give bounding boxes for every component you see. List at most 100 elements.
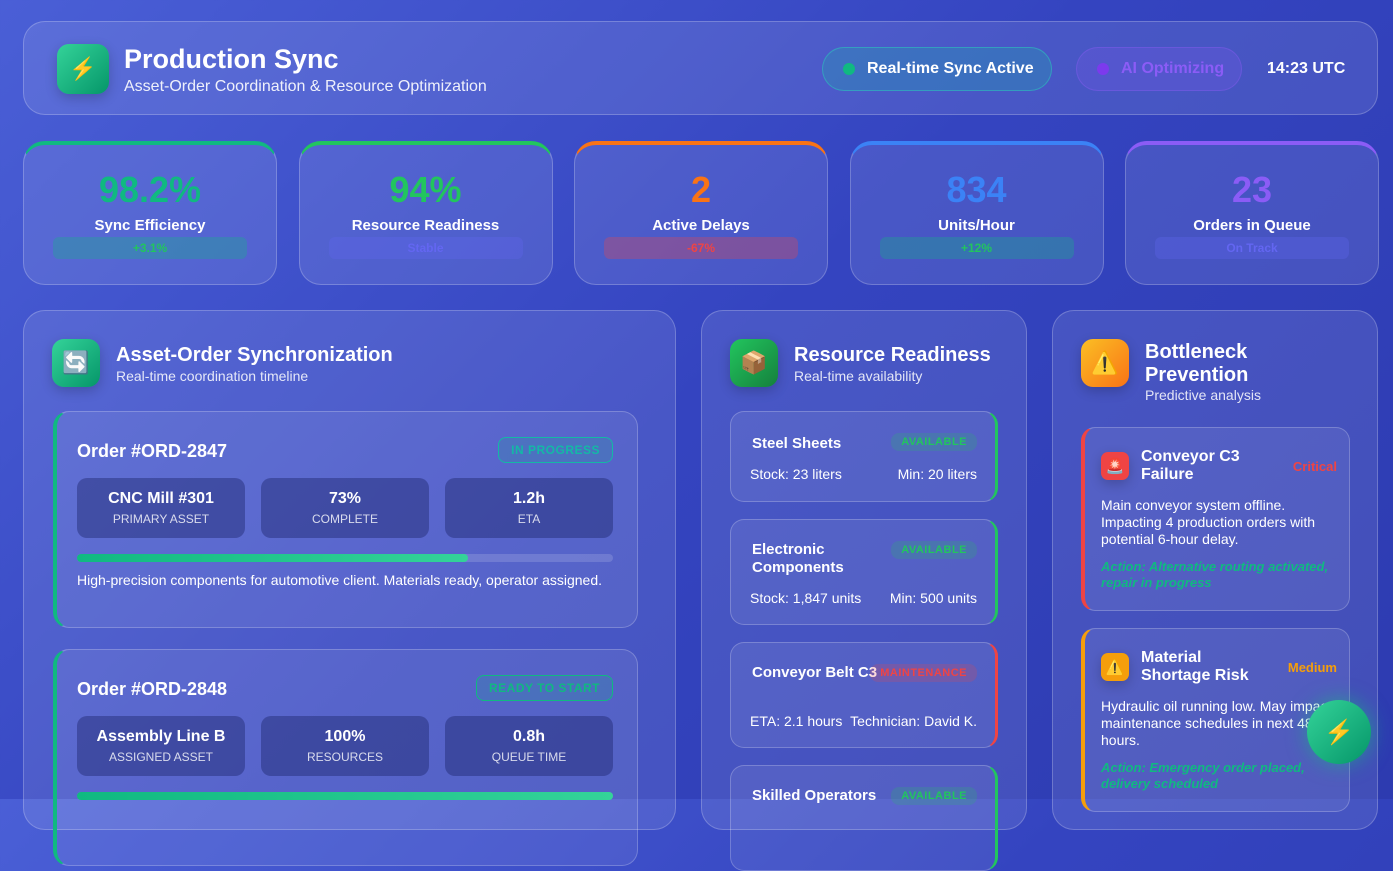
panel-title: Resource Readiness <box>794 344 991 366</box>
ai-status: AI Optimizing <box>1076 47 1242 91</box>
panel-subtitle: Real-time coordination timeline <box>116 368 309 384</box>
app-subtitle: Asset-Order Coordination & Resource Opti… <box>124 78 487 95</box>
stat-value: Assembly Line B <box>96 728 226 745</box>
bottleneck-panel: ⚠️ Bottleneck Prevention Predictive analys… <box>1052 310 1378 830</box>
panel-title: Bottleneck Prevention <box>1145 341 1249 386</box>
kpi-label: Active Delays <box>652 217 750 234</box>
status-dot <box>843 63 855 75</box>
status-text: Real-time Sync Active <box>867 60 1034 77</box>
kpi-trend: Stable <box>328 237 523 259</box>
alert-icon: 🚨 <box>1101 452 1129 480</box>
resource-status: MAINTENANCE <box>870 664 977 682</box>
alert-text: Hydraulic oil running low. May impact ma… <box>1101 698 1332 748</box>
resource-item: Electronic Components AVAILABLE Stock: 1,8… <box>730 519 998 625</box>
order-status: IN PROGRESS <box>498 437 613 463</box>
stat-value: CNC Mill #301 <box>108 490 214 507</box>
stat-label: ETA <box>517 512 541 526</box>
stat-label: COMPLETE <box>311 512 378 526</box>
resource-panel: 📦 Resource Readiness Real-time availabilit… <box>701 310 1027 871</box>
stat-label: PRIMARY ASSET <box>112 512 210 526</box>
alert-text: Main conveyor system offline. Impacting … <box>1101 497 1315 547</box>
resource-status: AVAILABLE <box>891 541 977 559</box>
kpi-trend: +12% <box>879 237 1074 259</box>
kpi-trend: -67% <box>604 237 798 259</box>
kpi-label: Units/Hour <box>938 217 1015 234</box>
order-stat: 73% COMPLETE <box>261 478 429 538</box>
alert-severity: Critical <box>1292 459 1337 474</box>
progress-track <box>77 792 613 800</box>
panel-icon: 📦 <box>730 339 778 387</box>
progress-track <box>77 554 613 562</box>
resource-detail: ETA: 2.1 hours <box>750 713 843 729</box>
clock: 14:23 UTC <box>1267 60 1346 77</box>
alert-card: 🚨 Conveyor C3 Failure Critical Main conveyo… <box>1081 427 1350 611</box>
panel-subtitle: Predictive analysis <box>1145 387 1261 403</box>
resource-item: Skilled Operators AVAILABLE <box>730 765 998 871</box>
alert-action: Action: Emergency order placed, delivery… <box>1101 760 1305 791</box>
alert-card: ⚠️ Material Shortage Risk Medium Hydraulic … <box>1081 628 1350 812</box>
sync-panel: 🔄 Asset-Order Synchronization Real-time co… <box>23 310 676 866</box>
alert-action: Action: Alternative routing activated, r… <box>1101 559 1329 590</box>
kpi-card: 23 Orders in Queue On Track <box>1125 141 1379 285</box>
kpi-value: 23 <box>1231 169 1273 210</box>
resource-detail: Technician: David K. <box>850 713 977 729</box>
kpi-label: Orders in Queue <box>1193 217 1311 234</box>
stat-value: 73% <box>328 490 362 507</box>
panel-title: Asset-Order Synchronization <box>116 344 393 366</box>
resource-name: Conveyor Belt C3 <box>752 664 878 681</box>
panel-icon: ⚠️ <box>1081 339 1129 387</box>
status-dot <box>1097 63 1109 75</box>
resource-detail: Stock: 23 liters <box>750 466 842 482</box>
kpi-value: 94% <box>389 169 462 210</box>
order-id: Order #ORD-2847 <box>77 441 228 461</box>
resource-item: Conveyor Belt C3 MAINTENANCE ETA: 2.1 hour… <box>730 642 998 748</box>
alert-severity: Medium <box>1287 660 1337 675</box>
stat-label: RESOURCES <box>306 750 383 764</box>
alert-icon: ⚠️ <box>1101 653 1129 681</box>
kpi-card: 98.2% Sync Efficiency +3.1% <box>23 141 277 285</box>
order-description: High-precision components for automotive… <box>77 572 602 588</box>
alert-title: Conveyor C3 Failure <box>1141 448 1240 483</box>
stat-label: ASSIGNED ASSET <box>108 750 214 764</box>
panel-subtitle: Real-time availability <box>794 368 923 384</box>
kpi-label: Sync Efficiency <box>94 217 206 234</box>
order-stat: Assembly Line B ASSIGNED ASSET <box>77 716 245 776</box>
stat-value: 1.2h <box>512 490 545 507</box>
fab[interactable]: ⚡ <box>1307 700 1371 764</box>
order-stat: 100% RESOURCES <box>261 716 429 776</box>
order-status: READY TO START <box>475 675 613 701</box>
resource-name: Skilled Operators <box>752 787 877 804</box>
sync-status: Real-time Sync Active <box>822 47 1052 91</box>
kpi-trend: +3.1% <box>53 237 247 259</box>
kpi-value: 2 <box>690 169 712 210</box>
order-card: Order #ORD-2848 READY TO START Assembly Li… <box>53 649 638 866</box>
status-text: AI Optimizing <box>1121 60 1225 77</box>
resource-status: AVAILABLE <box>891 787 977 805</box>
order-id: Order #ORD-2848 <box>77 679 228 699</box>
kpi-card: 2 Active Delays -67% <box>574 141 828 285</box>
app-title: Production Sync <box>124 44 339 74</box>
kpi-card: 94% Resource Readiness Stable <box>298 141 553 285</box>
order-card: Order #ORD-2847 IN PROGRESS CNC Mill #301 P… <box>53 411 638 628</box>
header: ⚡ Production Sync Asset-Order Coordination… <box>23 21 1378 115</box>
panel-icon: 🔄 <box>52 339 100 387</box>
resource-item: Steel Sheets AVAILABLE Stock: 23 liters Min… <box>730 411 998 502</box>
progress-bar <box>77 792 613 800</box>
progress-bar <box>77 554 469 562</box>
stat-value: 100% <box>324 728 366 745</box>
alert-title: Material Shortage Risk <box>1141 649 1249 684</box>
resource-detail: Min: 20 liters <box>897 466 977 482</box>
kpi-value: 834 <box>946 169 1007 210</box>
kpi-trend: On Track <box>1155 237 1349 259</box>
resource-detail: Stock: 1,847 units <box>750 590 862 606</box>
resource-name: Electronic Components <box>752 541 844 576</box>
order-stat: 0.8h QUEUE TIME <box>445 716 613 776</box>
kpi-card: 834 Units/Hour +12% <box>849 141 1104 285</box>
resource-name: Steel Sheets <box>752 435 842 452</box>
stat-label: QUEUE TIME <box>491 750 567 764</box>
app-icon: ⚡ <box>57 44 109 94</box>
order-stat: CNC Mill #301 PRIMARY ASSET <box>77 478 245 538</box>
order-stat: 1.2h ETA <box>445 478 613 538</box>
resource-status: AVAILABLE <box>891 433 977 451</box>
